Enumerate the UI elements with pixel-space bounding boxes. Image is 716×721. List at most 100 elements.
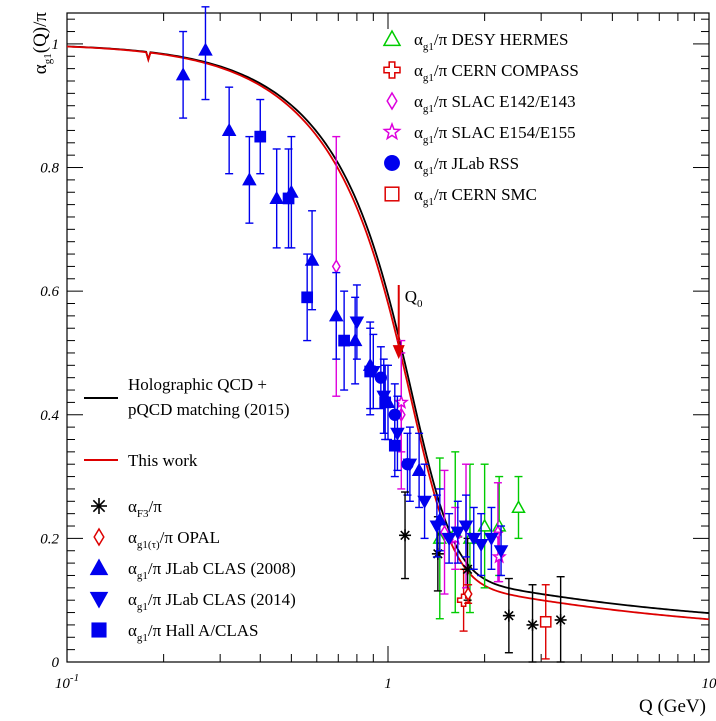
legend-label-pre: α	[128, 590, 137, 609]
legend-label-pre: α	[128, 621, 137, 640]
marker-shape	[473, 539, 489, 553]
legend-entry-hermes: αg1/π DESY HERMES	[382, 29, 568, 53]
legend-label-post: /π SLAC E142/E143	[434, 92, 576, 111]
data-point	[431, 547, 444, 560]
legend-label-post: /π JLab CLAS (2008)	[148, 559, 296, 578]
marker-shape	[386, 91, 398, 111]
legend-entry-smc: αg1/π CERN SMC	[384, 185, 537, 208]
legend-entry-e154: αg1/π SLAC E154/E155	[382, 121, 576, 146]
x-tick-label: 10-1	[55, 672, 79, 692]
legend-label-post: /π DESY HERMES	[434, 30, 569, 49]
legend-label-post: /π CERN COMPASS	[434, 61, 579, 80]
data-point	[484, 532, 499, 546]
marker-shape	[384, 186, 400, 202]
data-point	[402, 458, 418, 472]
data-point	[493, 545, 509, 559]
marker-shape	[539, 615, 552, 628]
legend-label-post: /π JLab RSS	[434, 154, 519, 173]
data-point	[388, 439, 401, 452]
series-clas2014	[349, 284, 509, 577]
legend-entry-compass: αg1/π CERN COMPASS	[383, 61, 579, 84]
data-point	[539, 615, 552, 628]
data-point	[429, 520, 445, 534]
legend-label-sub: g1	[423, 165, 434, 177]
legend-label: αg1/π CERN SMC	[414, 185, 537, 208]
legend-entry-rss: αg1/π JLab RSS	[384, 154, 519, 177]
marker-shape	[331, 258, 341, 274]
marker-stroke	[92, 499, 106, 513]
legend-label-sub: g1(τ)	[137, 539, 160, 551]
legend-label: αg1/π SLAC E154/E155	[414, 123, 576, 146]
data-point	[91, 622, 107, 638]
legend-label: This work	[128, 451, 198, 470]
data-point	[349, 316, 365, 330]
y-tick-label: 0	[52, 655, 60, 671]
legend-label-pre: α	[128, 559, 137, 578]
marker-shape	[254, 130, 267, 143]
x-tick-label-exp: -1	[70, 672, 79, 684]
legend-label: αg1/π DESY HERMES	[414, 30, 568, 53]
data-point	[331, 258, 341, 274]
marker-shape	[93, 527, 105, 547]
series-smc	[539, 584, 552, 660]
data-point	[91, 498, 107, 514]
data-point	[511, 499, 526, 514]
marker-stroke	[504, 610, 514, 621]
data-point	[384, 186, 400, 202]
data-point	[347, 333, 363, 347]
y-tick-label: 0.4	[40, 408, 59, 424]
legend-label-sub: g1	[137, 570, 148, 582]
data-point	[491, 548, 507, 564]
marker-shape	[269, 190, 284, 204]
marker-shape	[221, 122, 237, 136]
legend-entry-f3: αF3/π	[91, 497, 162, 520]
marker-shape	[338, 334, 350, 347]
q0-annotation: Q0	[392, 284, 423, 360]
legend-label-pre: α	[128, 497, 137, 516]
data-point	[463, 586, 473, 602]
legend-label: αg1/π SLAC E142/E143	[414, 92, 576, 115]
q0-label-sub: 0	[417, 298, 423, 310]
legend-entry-halla: αg1/π Hall A/CLAS	[91, 621, 259, 644]
data-point	[282, 192, 295, 205]
data-point	[89, 558, 109, 576]
legend-label-sub: F3	[137, 508, 149, 520]
data-point	[304, 252, 320, 266]
legend-label-post: /π Hall A/CLAS	[148, 621, 259, 640]
legend-label-pre: α	[128, 528, 137, 547]
marker-shape	[402, 458, 418, 472]
marker-shape	[384, 155, 400, 171]
marker-shape	[440, 524, 449, 540]
data-point	[93, 527, 105, 547]
marker-shape	[328, 308, 344, 322]
legend-label: αg1/π Hall A/CLAS	[128, 621, 259, 644]
data-point	[254, 130, 267, 143]
marker-shape	[304, 252, 320, 266]
marker-shape	[450, 526, 466, 540]
data-point	[382, 29, 402, 47]
data-point	[175, 67, 191, 81]
legend-label-pre: α	[414, 61, 423, 80]
marker-shape	[388, 439, 401, 452]
legend-label: αg1/π CERN COMPASS	[414, 61, 579, 84]
data-point	[466, 532, 482, 546]
data-point	[440, 524, 449, 540]
data-point	[386, 91, 398, 111]
data-points	[175, 6, 567, 663]
legend-entry-this-work: This work	[84, 451, 198, 470]
legend-label-pre: α	[414, 123, 423, 142]
data-point	[269, 190, 284, 204]
data-point	[441, 532, 457, 546]
legend-label-pre: α	[414, 185, 423, 204]
x-tick-label-base: 1	[384, 676, 392, 692]
series-f3	[399, 491, 567, 663]
marker-shape	[491, 548, 507, 564]
data-point	[399, 529, 412, 542]
series-halla	[254, 98, 401, 478]
legend-label-sub: g1	[423, 103, 434, 115]
data-point	[364, 365, 377, 378]
marker-shape	[441, 532, 457, 546]
model-curve	[66, 45, 710, 621]
